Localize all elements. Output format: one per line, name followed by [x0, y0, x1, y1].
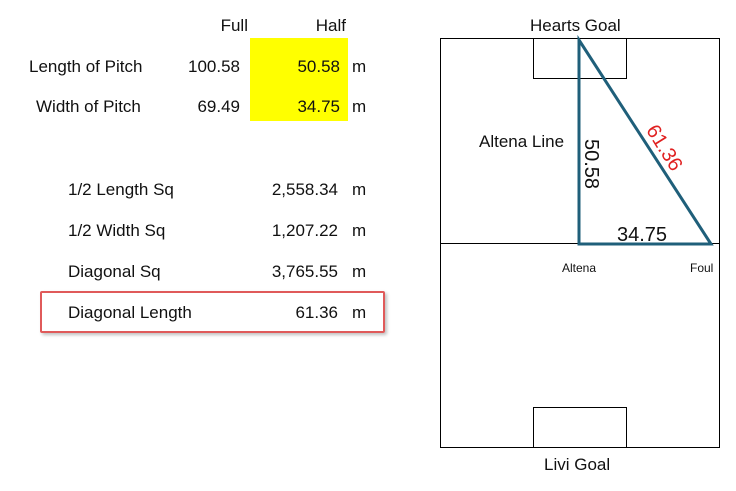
calc-unit-diagonal-sq: m: [352, 262, 367, 281]
calc-value-diagonal-sq: 3,765.55: [271, 262, 338, 281]
row-length-unit: m: [352, 57, 367, 76]
calc-value-diagonal-length: 61.36: [295, 303, 338, 322]
bottom-goal-label: Livi Goal: [544, 455, 611, 474]
horizontal-length-label: 34.75: [617, 224, 668, 246]
bottom-goal-box: [533, 407, 627, 448]
altena-line-label: Altena Line: [479, 132, 565, 151]
row-length-label: Length of Pitch: [29, 57, 143, 76]
calc-unit-width-sq: m: [352, 221, 367, 240]
row-width-label: Width of Pitch: [36, 97, 141, 116]
half-highlight: [250, 38, 348, 121]
diagonal-length-callout: [40, 291, 385, 333]
row-length-half: 50.58: [297, 57, 340, 76]
row-width-half: 34.75: [297, 97, 340, 116]
triangle: [577, 34, 714, 246]
vertical-length-label: 50.58: [580, 138, 602, 190]
calc-label-diagonal-sq: Diagonal Sq: [68, 262, 161, 281]
calc-value-width-sq: 1,207.22: [271, 221, 338, 240]
top-goal-label: Hearts Goal: [530, 16, 621, 35]
calc-label-diagonal-length: Diagonal Length: [68, 303, 192, 322]
calc-unit-diagonal-length: m: [352, 303, 367, 322]
row-width-unit: m: [352, 97, 367, 116]
header-half: Half: [315, 16, 346, 35]
calc-unit-length-sq: m: [352, 180, 367, 199]
row-width-full: 69.49: [197, 97, 240, 116]
altena-point-label: Altena: [562, 261, 597, 275]
foul-point-label: Foul: [690, 261, 714, 275]
calc-label-length-sq: 1/2 Length Sq: [68, 180, 174, 199]
row-length-full: 100.58: [188, 57, 240, 76]
calc-label-width-sq: 1/2 Width Sq: [68, 221, 166, 240]
calc-value-length-sq: 2,558.34: [271, 180, 338, 199]
header-full: Full: [220, 16, 248, 35]
